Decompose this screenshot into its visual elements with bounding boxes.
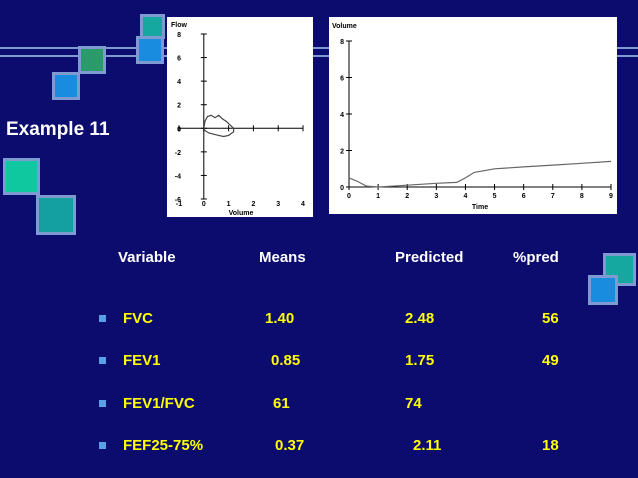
means-cell: 1.40 [265, 310, 295, 327]
header-predicted: Predicted [395, 249, 464, 266]
x-tick-label: 6 [522, 193, 526, 200]
x-tick-label: 3 [276, 201, 280, 208]
x-tick-label: 4 [301, 201, 305, 208]
variable-cell: FEV1 [123, 352, 161, 369]
predicted-cell: 2.11 [413, 437, 442, 454]
decorative-square [36, 195, 76, 235]
y-tick-label: -4 [175, 173, 181, 180]
x-tick-label: 2 [405, 193, 409, 200]
header-pred-percent: %pred [513, 249, 559, 266]
decorative-square [52, 72, 80, 100]
y-tick-label: -2 [175, 150, 181, 157]
means-cell: 0.85 [271, 352, 301, 369]
bullet-icon [99, 442, 106, 449]
decorative-line-top [0, 47, 638, 49]
x-tick-label: 3 [434, 193, 438, 200]
x-tick-label: 1 [227, 201, 231, 208]
y-tick-label: 2 [340, 149, 344, 156]
means-cell: 0.37 [275, 437, 305, 454]
predicted-cell: 1.75 [405, 352, 435, 369]
x-axis-label: Time [472, 204, 488, 211]
means-cell: 61 [273, 395, 290, 412]
bullet-icon [99, 357, 106, 364]
slide-title: Example 11 [6, 119, 110, 140]
x-tick-label: 0 [202, 201, 206, 208]
x-tick-label: 5 [493, 193, 497, 200]
header-means: Means [259, 249, 306, 266]
pred-percent-cell: 49 [542, 352, 559, 369]
variable-cell: FEV1/FVC [123, 395, 195, 412]
x-tick-label: -1 [176, 201, 182, 208]
variable-cell: FVC [123, 310, 153, 327]
x-tick-label: 9 [609, 193, 613, 200]
decorative-square [3, 158, 40, 195]
x-tick-label: 0 [347, 193, 351, 200]
x-axis-label: Volume [229, 210, 254, 217]
x-tick-label: 4 [463, 193, 467, 200]
y-tick-label: 6 [177, 56, 181, 63]
bullet-icon [99, 315, 106, 322]
header-variable: Variable [118, 249, 176, 266]
variable-cell: FEF25-75% [123, 437, 204, 454]
predicted-cell: 2.48 [405, 310, 435, 327]
x-tick-label: 8 [580, 193, 584, 200]
series-line [348, 160, 612, 188]
volume-time-chart: 0 1 2 3 4 5 6 7 8 9 8 6 4 2 0 Volume Time [329, 17, 617, 214]
x-tick-label: 1 [376, 193, 380, 200]
y-tick-label: -6 [175, 197, 181, 204]
y-axis-label: Volume [332, 23, 357, 30]
decorative-square [136, 36, 164, 64]
x-tick-label: 7 [551, 193, 555, 200]
pred-percent-cell: 18 [542, 437, 559, 454]
decorative-square [588, 275, 618, 305]
predicted-cell: 74 [405, 395, 422, 412]
decorative-line-bottom [0, 55, 638, 57]
y-tick-label: 8 [340, 39, 344, 46]
y-tick-label: 0 [340, 185, 344, 192]
y-axis-label: Flow [171, 22, 187, 29]
y-tick-label: 0 [177, 126, 181, 133]
decorative-square [78, 46, 106, 74]
y-tick-label: 4 [177, 79, 181, 86]
y-tick-label: 4 [340, 112, 344, 119]
y-tick-label: 2 [177, 103, 181, 110]
pred-percent-cell: 56 [542, 310, 559, 327]
volume-time-plot: 0 1 2 3 4 5 6 7 8 9 8 6 4 2 0 Volume Time [332, 23, 613, 211]
x-tick-label: 2 [251, 201, 255, 208]
flow-volume-plot: -1 0 1 2 3 4 8 6 4 2 0 -2 -4 -6 Flow Volume [171, 22, 305, 217]
y-tick-label: 6 [340, 76, 344, 83]
bullet-icon [99, 400, 106, 407]
y-tick-label: 8 [177, 32, 181, 39]
flow-volume-chart: -1 0 1 2 3 4 8 6 4 2 0 -2 -4 -6 Flow Volume [167, 17, 313, 217]
series-line [203, 114, 235, 138]
